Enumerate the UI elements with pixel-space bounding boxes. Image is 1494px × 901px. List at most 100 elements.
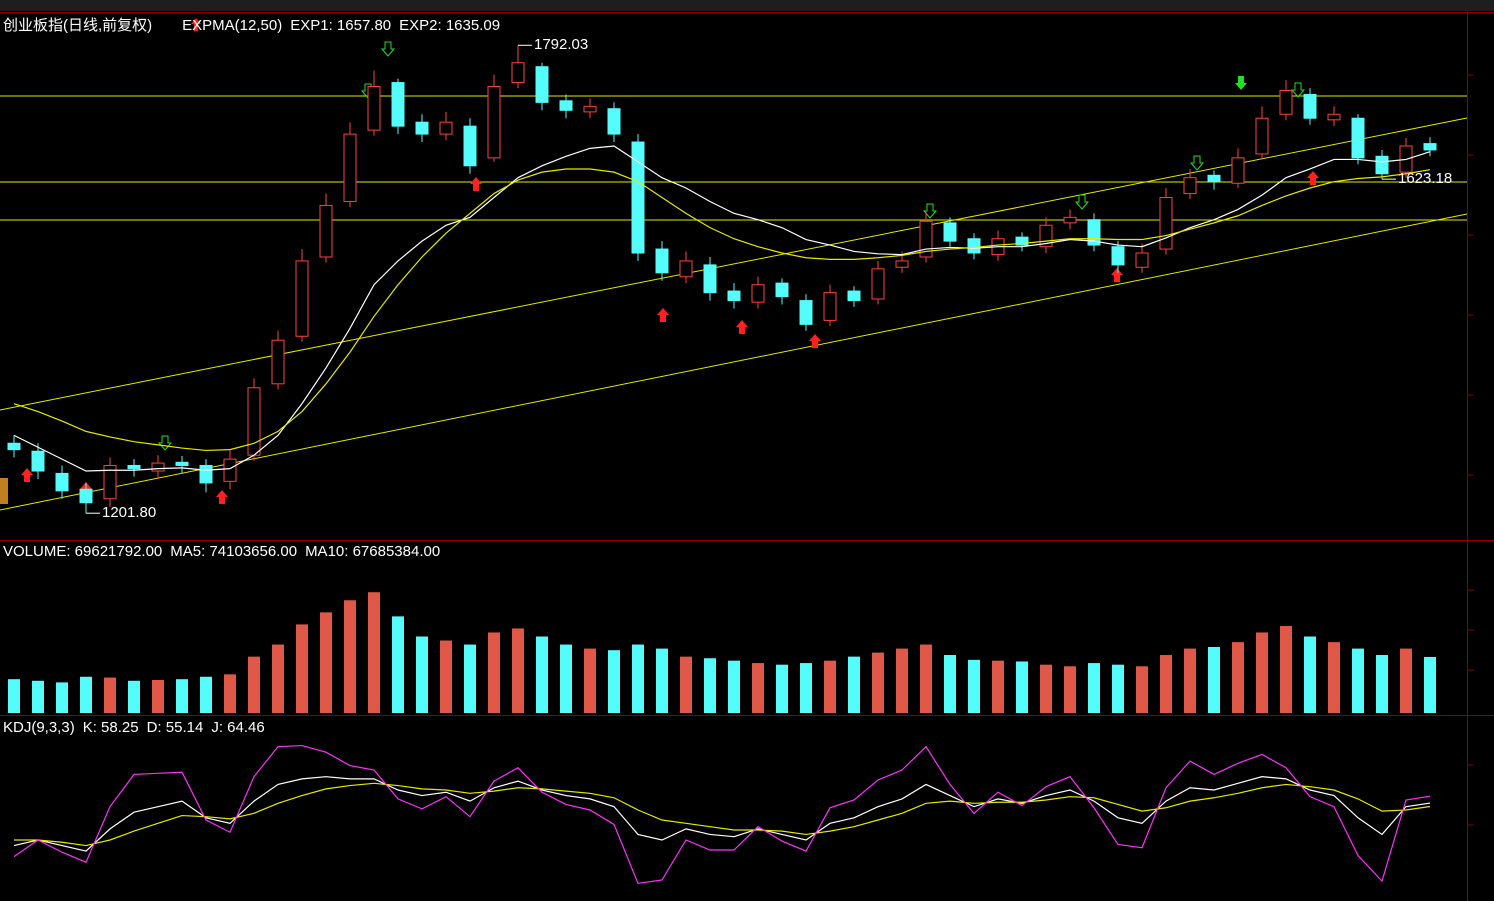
price-annotation: 1792.03 — [534, 36, 588, 53]
header-label: EXP1: 1657.80 — [290, 17, 391, 34]
volume-bar — [1184, 648, 1196, 713]
volume-bar — [1160, 655, 1172, 713]
panel-borders — [0, 11, 1494, 901]
volume-bar — [32, 680, 44, 713]
volume-bar — [632, 644, 644, 713]
volume-bar — [968, 659, 980, 713]
indicator-line — [13, 744, 1431, 884]
header-label: K: 58.25 — [83, 719, 139, 736]
candle-body — [319, 204, 333, 258]
candle-body — [823, 292, 837, 321]
volume-bar — [896, 648, 908, 713]
header-label: J: 64.46 — [211, 719, 264, 736]
indicator-line — [13, 776, 1431, 852]
volume-bar — [1256, 632, 1268, 713]
candle-body — [31, 450, 45, 472]
volume-bar — [728, 660, 740, 713]
volume-bar — [440, 640, 452, 713]
candle-body — [295, 260, 309, 337]
toolbar[interactable] — [0, 0, 1494, 11]
header-label: EXP2: 1635.09 — [399, 17, 500, 34]
candle-body — [1375, 155, 1389, 175]
candle-body — [703, 264, 717, 294]
candle-body — [607, 108, 621, 135]
candle-body — [751, 284, 765, 303]
volume-bar — [704, 658, 716, 713]
indicator-line — [13, 145, 1431, 472]
volume-bar — [680, 656, 692, 713]
candle-body — [439, 121, 453, 135]
candle-body — [919, 220, 933, 258]
volume-bar — [824, 660, 836, 713]
candle-body — [799, 300, 813, 325]
indicator-icon — [191, 18, 201, 31]
candle-body — [223, 458, 237, 482]
candle-body — [943, 222, 957, 242]
header-label: MA10: 67685384.00 — [305, 543, 440, 560]
volume-bar — [1208, 646, 1220, 713]
volume-bar — [248, 656, 260, 713]
candle-body — [895, 260, 909, 268]
volume-bar — [200, 676, 212, 713]
volume-bar — [1016, 661, 1028, 713]
drawn-lines — [0, 95, 1468, 511]
volume-bar — [1136, 666, 1148, 713]
volume-bar — [1376, 655, 1388, 713]
volume-bar — [608, 650, 620, 713]
volume-bar — [1280, 626, 1292, 713]
indicator-line — [14, 782, 1431, 847]
volume-bar — [872, 652, 884, 713]
candle-body — [1351, 117, 1365, 159]
price-annotation: 1623.18 — [1398, 170, 1452, 187]
candle-body — [1231, 157, 1245, 184]
candle-body — [7, 442, 21, 451]
indicator-line — [13, 168, 1431, 452]
header-label: VOLUME: 69621792.00 — [3, 543, 162, 560]
volume-bar — [800, 663, 812, 713]
candle-body — [1303, 93, 1317, 119]
candle-body — [775, 282, 789, 298]
volume-bar — [1328, 642, 1340, 713]
volume-bar — [752, 663, 764, 713]
volume-bar — [1352, 648, 1364, 713]
volume-bar — [368, 592, 380, 713]
volume-bar — [1232, 642, 1244, 713]
volume-bar — [128, 680, 140, 713]
candle-body — [1255, 117, 1269, 155]
volume-bar — [392, 616, 404, 713]
side-handle[interactable] — [0, 478, 8, 504]
volume-bar — [464, 644, 476, 713]
candle-body — [343, 133, 357, 202]
volume-bar — [560, 644, 572, 713]
candle-body — [151, 462, 165, 472]
volume-bar — [344, 600, 356, 713]
volume-bar — [848, 656, 860, 713]
candle-body — [1015, 236, 1029, 246]
volume-bar — [1112, 664, 1124, 713]
volume-bar — [656, 648, 668, 713]
candle-body — [1159, 197, 1173, 250]
volume-bar — [944, 655, 956, 713]
volume-bar — [224, 674, 236, 713]
volume-bar — [176, 679, 188, 713]
candle-body — [967, 238, 981, 254]
candle-body — [511, 62, 525, 84]
volume-bar — [320, 612, 332, 713]
candle-body — [871, 268, 885, 300]
candle-body — [1111, 246, 1125, 266]
candle-body — [535, 66, 549, 103]
candle-body — [1183, 177, 1197, 195]
candle-body — [1327, 113, 1341, 121]
candle-body — [55, 472, 69, 492]
candle-body — [271, 339, 285, 385]
candle-body — [1135, 252, 1149, 268]
volume-bar — [1088, 663, 1100, 713]
candle-body — [1207, 174, 1221, 183]
candle-body — [247, 387, 261, 456]
header-label: KDJ(9,3,3) — [3, 719, 75, 736]
candle-body — [583, 105, 597, 113]
candle-body — [559, 100, 573, 111]
volume-bar — [536, 636, 548, 713]
